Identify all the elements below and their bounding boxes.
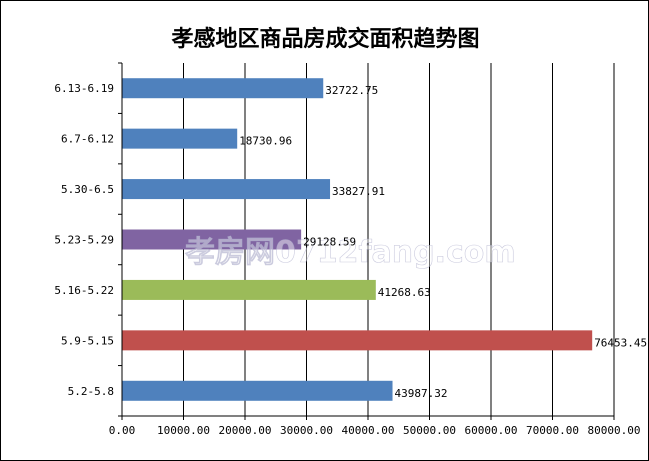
bar bbox=[122, 78, 324, 99]
x-tick-label: 10000.00 bbox=[157, 424, 210, 437]
x-tick-label: 50000.00 bbox=[403, 424, 456, 437]
bar bbox=[122, 179, 331, 200]
value-label: 43987.32 bbox=[395, 387, 448, 400]
value-label: 76453.45 bbox=[594, 336, 647, 349]
bar bbox=[122, 229, 302, 250]
bar bbox=[122, 128, 238, 149]
category-label: 5.23-5.29 bbox=[54, 234, 114, 247]
value-label: 29128.59 bbox=[303, 236, 356, 249]
category-label: 5.9-5.15 bbox=[61, 334, 114, 347]
value-label: 18730.96 bbox=[239, 135, 292, 148]
bar bbox=[122, 380, 393, 401]
value-label: 41268.63 bbox=[378, 286, 431, 299]
watermark-text: 孝房网0712fang.com bbox=[185, 235, 516, 270]
category-label: 6.7-6.12 bbox=[61, 133, 114, 146]
category-label: 5.30-6.5 bbox=[61, 183, 114, 196]
x-tick-label: 60000.00 bbox=[465, 424, 518, 437]
x-tick-label: 80000.00 bbox=[588, 424, 641, 437]
bar bbox=[122, 279, 376, 300]
x-tick-label: 0.00 bbox=[109, 424, 136, 437]
category-label: 5.16-5.22 bbox=[54, 284, 114, 297]
chart-title: 孝感地区商品房成交面积趋势图 bbox=[171, 27, 480, 52]
x-tick-label: 20000.00 bbox=[219, 424, 272, 437]
x-tick-label: 70000.00 bbox=[526, 424, 579, 437]
value-label: 33827.91 bbox=[332, 185, 385, 198]
bar bbox=[122, 330, 593, 351]
x-tick-label: 40000.00 bbox=[342, 424, 395, 437]
x-tick-label: 30000.00 bbox=[280, 424, 333, 437]
category-label: 5.2-5.8 bbox=[68, 385, 114, 398]
category-label: 6.13-6.19 bbox=[54, 82, 114, 95]
value-label: 32722.75 bbox=[325, 84, 378, 97]
